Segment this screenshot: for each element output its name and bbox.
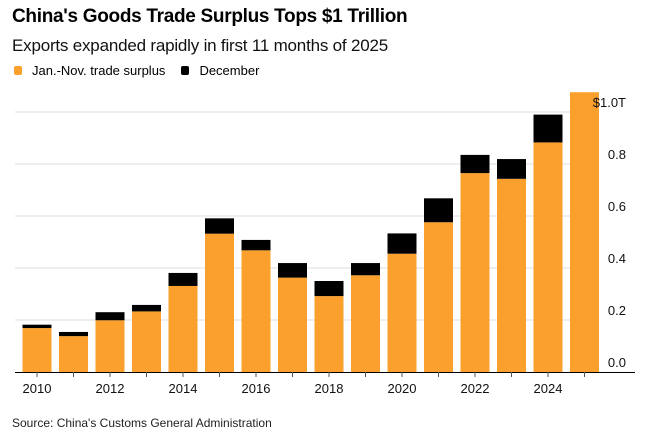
bar-december-2011 xyxy=(59,331,88,337)
bar-jan-nov-2011 xyxy=(59,336,88,372)
x-tick-label: 2012 xyxy=(96,381,125,396)
y-tick-label: 0.8 xyxy=(608,147,626,162)
bar-december-2016 xyxy=(241,239,271,251)
bar-jan-nov-2019 xyxy=(351,275,380,372)
bar-jan-nov-2024 xyxy=(533,142,563,372)
x-tick-label: 2016 xyxy=(242,381,271,396)
chart-title: China's Goods Trade Surplus Tops $1 Tril… xyxy=(12,6,408,27)
bar-jan-nov-2012 xyxy=(95,320,125,372)
bar-jan-nov-2015 xyxy=(205,233,234,372)
x-tick-label: 2014 xyxy=(169,381,198,396)
bar-december-2018 xyxy=(314,281,344,297)
bar-jan-nov-2013 xyxy=(132,311,161,372)
bar-december-2013 xyxy=(132,304,161,312)
chart-subtitle: Exports expanded rapidly in first 11 mon… xyxy=(12,36,388,55)
y-tick-label: 0.2 xyxy=(608,303,626,318)
bar-december-2021 xyxy=(424,198,453,223)
y-tick-label: 0.6 xyxy=(608,199,626,214)
y-tick-label: 0.0 xyxy=(608,355,626,370)
bar-jan-nov-2014 xyxy=(168,285,198,372)
legend-item-december: December xyxy=(181,63,259,78)
x-tick-label: 2022 xyxy=(461,381,490,396)
bar-jan-nov-2010 xyxy=(22,328,52,372)
x-tick-label: 2024 xyxy=(534,381,563,396)
legend-swatch-december xyxy=(181,66,190,75)
bar-jan-nov-2020 xyxy=(387,253,417,372)
bar-jan-nov-2021 xyxy=(424,222,453,372)
x-tick-label: 2018 xyxy=(315,381,344,396)
bars xyxy=(22,92,599,373)
bar-jan-nov-2023 xyxy=(497,178,526,372)
bar-december-2014 xyxy=(168,272,198,286)
legend-label-jan-nov: Jan.-Nov. trade surplus xyxy=(32,63,166,78)
legend-item-jan-nov: Jan.-Nov. trade surplus xyxy=(14,63,165,78)
x-tick-label: 2010 xyxy=(23,381,52,396)
y-tick-label: $1.0T xyxy=(593,95,626,110)
bar-december-2023 xyxy=(497,159,526,179)
bar-december-2022 xyxy=(460,154,490,174)
legend: Jan.-Nov. trade surplus December xyxy=(14,63,275,78)
y-tick-label: 0.4 xyxy=(608,251,626,266)
legend-label-december: December xyxy=(199,63,260,78)
bar-jan-nov-2017 xyxy=(278,277,307,372)
bar-december-2010 xyxy=(22,324,52,329)
bar-jan-nov-2025 xyxy=(570,92,599,373)
bar-december-2020 xyxy=(387,233,417,254)
bar-december-2015 xyxy=(205,218,234,234)
bar-jan-nov-2022 xyxy=(460,173,490,372)
legend-swatch-jan-nov xyxy=(14,66,22,75)
source-note: Source: China's Customs General Administ… xyxy=(12,416,272,430)
y-axis: 0.0 0.2 0.4 0.6 0.8 $1.0T xyxy=(593,95,626,370)
x-tick-label: 2020 xyxy=(388,381,417,396)
bar-jan-nov-2018 xyxy=(314,296,344,372)
bar-jan-nov-2016 xyxy=(241,250,271,372)
bar-december-2019 xyxy=(351,263,380,276)
x-axis: 2010 2012 2014 2016 2018 2020 2022 2024 xyxy=(15,372,635,396)
bar-december-2012 xyxy=(95,312,125,321)
bar-december-2017 xyxy=(278,263,307,278)
bar-december-2024 xyxy=(533,114,563,143)
